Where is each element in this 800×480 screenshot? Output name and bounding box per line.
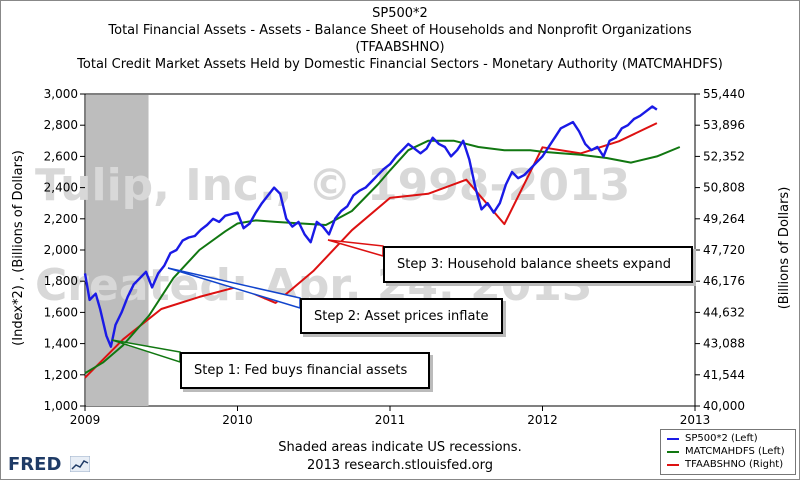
chart-title-line-3: (TFAABSHNO): [355, 40, 445, 55]
y-right-tick-label: 47,720: [703, 243, 745, 257]
y-left-tick-label: 1,600: [44, 305, 78, 319]
y-left-tick-label: 1,800: [44, 274, 78, 288]
y-left-tick-label: 1,000: [44, 399, 78, 413]
x-tick-label: 2013: [680, 413, 711, 427]
y-right-tick-label: 55,440: [703, 87, 745, 101]
annotation-step-2: Step 2: Asset prices inflate: [300, 298, 503, 334]
y-right-tick-label: 46,176: [703, 274, 745, 288]
y-right-tick-label: 43,088: [703, 337, 745, 351]
fred-logo: FRED: [8, 454, 62, 475]
y-axis-left-title: (Index*2) , (Billions of Dollars): [11, 150, 26, 346]
legend-item-sp500: SP500*2 (Left): [667, 432, 758, 445]
legend-label-tfaabshno: TFAABSHNO (Right): [685, 459, 784, 470]
legend-label-sp500: SP500*2 (Left): [685, 433, 758, 444]
annotation-step-2-text: Step 2: Asset prices inflate: [314, 308, 489, 324]
y-right-tick-label: 40,000: [703, 399, 745, 413]
series-line-tfaabshno: [84, 122, 658, 379]
legend: SP500*2 (Left) MATCMAHDFS (Left) TFAABSH…: [660, 429, 796, 475]
chart-title-line-2: Total Financial Assets - Assets - Balanc…: [108, 23, 692, 38]
footer-source: 2013 research.stlouisfed.org: [307, 458, 493, 473]
series-layer: [83, 105, 681, 379]
footer-note: Shaded areas indicate US recessions.: [278, 440, 522, 455]
annotation-step-3-text: Step 3: Household balance sheets expand: [397, 257, 671, 272]
legend-swatch-matcmahdfs: [667, 450, 679, 453]
y-left-tick-label: 3,000: [44, 87, 78, 101]
chart-title-line-4: Total Credit Market Assets Held by Domes…: [77, 57, 723, 72]
y-right-tick-label: 44,632: [703, 305, 745, 319]
y-right-tick-label: 52,352: [703, 149, 745, 163]
y-axis-right: 40,000 41,544 43,088 44,632 46,176 47,720 49,2…: [695, 87, 745, 413]
y-left-tick-label: 2,800: [44, 118, 78, 132]
x-tick-label: 2010: [222, 413, 253, 427]
annotation-step-1-text: Step 1: Fed buys financial assets: [194, 363, 408, 378]
x-tick-label: 2011: [375, 413, 406, 427]
y-left-tick-label: 2,000: [44, 243, 78, 257]
x-axis: 2009 2010 2011 2012 2013: [70, 406, 711, 427]
chart-title-line-1: SP500*2: [372, 6, 428, 21]
x-tick-label: 2009: [70, 413, 101, 427]
y-right-tick-label: 49,264: [703, 212, 745, 226]
recession-shading: [86, 95, 149, 406]
y-left-tick-label: 2,400: [44, 181, 78, 195]
watermark-line-1: Tulip, Inc., © 1998-2013: [35, 160, 630, 211]
x-tick-label: 2012: [527, 413, 558, 427]
legend-label-matcmahdfs: MATCMAHDFS (Left): [685, 446, 785, 457]
y-axis-right-title: (Billions of Dollars): [777, 187, 792, 310]
y-right-tick-label: 53,896: [703, 118, 745, 132]
y-left-tick-label: 2,200: [44, 212, 78, 226]
annotation-step-1: Step 1: Fed buys financial assets: [180, 352, 430, 389]
annotation-connectors: [111, 239, 384, 364]
legend-item-tfaabshno: TFAABSHNO (Right): [667, 458, 783, 471]
fred-chart-icon: [70, 456, 90, 472]
legend-swatch-sp500: [667, 437, 679, 440]
y-left-tick-label: 1,200: [44, 368, 78, 382]
y-left-tick-label: 1,400: [44, 337, 78, 351]
series-line-sp5002: [83, 105, 658, 348]
y-right-tick-label: 50,808: [703, 181, 745, 195]
y-left-tick-label: 2,600: [44, 149, 78, 163]
annotation-step-3: Step 3: Household balance sheets expand: [383, 246, 693, 283]
legend-item-matcmahdfs: MATCMAHDFS (Left): [667, 445, 785, 458]
y-right-tick-label: 41,544: [703, 368, 745, 382]
series-line-matcmahdfs: [84, 139, 681, 375]
legend-swatch-tfaabshno: [667, 463, 679, 466]
y-axis-left: 1,000 1,200 1,400 1,600 1,800 2,000 2,200 2,400…: [44, 87, 85, 413]
